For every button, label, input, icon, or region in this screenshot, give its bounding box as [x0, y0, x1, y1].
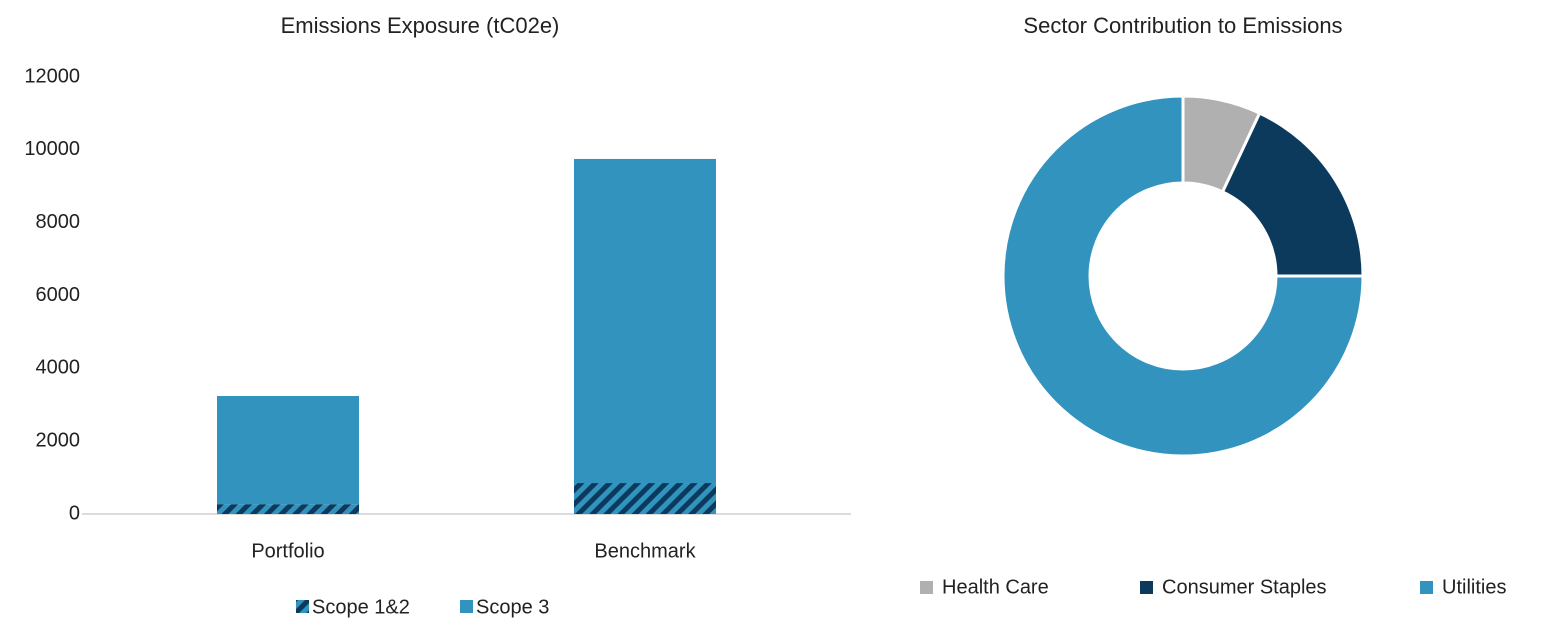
donut-slice [1220, 111, 1365, 278]
bar-segment [217, 504, 359, 514]
y-tick-label: 4000 [36, 357, 81, 379]
y-tick-label: 2000 [36, 429, 81, 451]
x-tick-label: Benchmark [594, 540, 696, 562]
bar-chart-title: Emissions Exposure (tC02e) [281, 13, 560, 38]
legend-label: Consumer Staples [1162, 576, 1327, 598]
legend-swatch [920, 581, 933, 594]
legend-label: Utilities [1442, 576, 1506, 598]
donut-slice [1001, 94, 1365, 458]
legend-label: Health Care [942, 576, 1049, 598]
y-tick-label: 6000 [36, 284, 81, 306]
legend-swatch [296, 600, 309, 613]
y-tick-label: 10000 [24, 138, 80, 160]
legend-swatch [1140, 581, 1153, 594]
x-tick-label: Portfolio [251, 540, 324, 562]
bar-segment [574, 158, 716, 484]
y-tick-label: 12000 [24, 65, 80, 87]
legend-label: Scope 1&2 [312, 596, 410, 618]
legend-swatch [1420, 581, 1433, 594]
bar-segment [574, 483, 716, 514]
y-tick-label: 8000 [36, 211, 81, 233]
donut-chart-title: Sector Contribution to Emissions [1023, 13, 1342, 38]
bar-segment [217, 396, 359, 505]
legend-swatch [460, 600, 473, 613]
y-tick-label: 0 [69, 502, 80, 524]
legend-label: Scope 3 [476, 596, 549, 618]
